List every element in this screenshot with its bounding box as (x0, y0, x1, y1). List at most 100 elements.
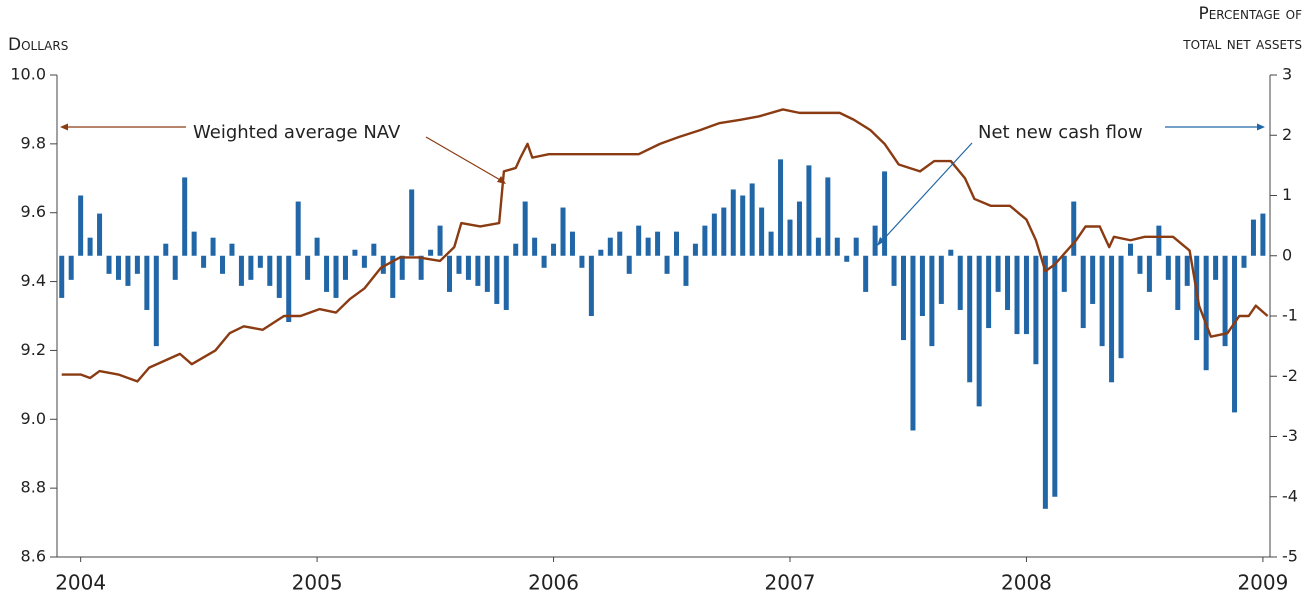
y-tick-label: 9.8 (21, 133, 46, 152)
bar (68, 255, 74, 280)
bar (1146, 255, 1152, 292)
y-tick-label: 9.4 (21, 271, 46, 290)
x-tick-label: 2005 (292, 571, 343, 595)
bar (484, 255, 490, 292)
bar (1005, 255, 1011, 310)
bar (163, 243, 169, 256)
bar (1033, 255, 1039, 365)
bar (626, 255, 632, 274)
y2-tick-label: 1 (1282, 185, 1292, 204)
bar (976, 255, 982, 407)
bar (1137, 255, 1143, 274)
bar (257, 255, 263, 268)
plot (59, 108, 1269, 509)
bar (796, 201, 802, 256)
bar (380, 255, 386, 274)
bar (267, 255, 273, 286)
y2-tick-label: -2 (1282, 366, 1298, 385)
arrowhead (1257, 123, 1265, 131)
bar (1061, 255, 1067, 292)
bar (1109, 255, 1115, 383)
bar (730, 189, 736, 256)
bar (286, 255, 292, 323)
bar (153, 255, 159, 347)
bar (229, 243, 235, 256)
bar (361, 255, 367, 268)
bar (863, 255, 869, 292)
bar (815, 237, 821, 256)
x-tick-label: 2006 (528, 571, 579, 595)
bar (1165, 255, 1171, 280)
nav-line (61, 108, 1269, 383)
bar (115, 255, 121, 280)
bar (806, 165, 812, 256)
bar (456, 255, 462, 274)
x-tick-label: 2007 (765, 571, 816, 595)
bar (59, 255, 65, 298)
bar (144, 255, 150, 310)
bar (522, 201, 528, 256)
bar (238, 255, 244, 286)
y2-tick-label: -3 (1282, 426, 1298, 445)
bar (995, 255, 1001, 292)
bar (967, 255, 973, 383)
bar (125, 255, 131, 286)
x-tick-label: 2004 (55, 571, 106, 595)
arrow (425, 136, 503, 182)
bar (371, 243, 377, 256)
bar (409, 189, 415, 256)
bar (97, 213, 103, 256)
bar (295, 201, 301, 256)
bar (834, 237, 840, 256)
bar (900, 255, 906, 341)
bar (541, 255, 547, 268)
bar (513, 243, 519, 256)
bar (248, 255, 254, 280)
bar (1042, 255, 1048, 509)
y-axis-label: Dollars (8, 35, 68, 55)
y-tick-label: 8.8 (21, 478, 46, 497)
y2-tick-label: 3 (1282, 65, 1292, 84)
bar (78, 195, 84, 256)
bar (598, 249, 604, 256)
x-tick-label: 2008 (1001, 571, 1052, 595)
bar (664, 255, 670, 274)
bar (1184, 255, 1190, 286)
bar (1014, 255, 1020, 335)
bar (683, 255, 689, 286)
bar (787, 219, 793, 256)
arrowhead (877, 237, 885, 246)
bar (853, 237, 859, 256)
bar (721, 207, 727, 256)
bar (749, 183, 755, 256)
bar (711, 213, 717, 256)
bar (1175, 255, 1181, 310)
bar (882, 171, 888, 256)
bar (191, 231, 197, 256)
bar (172, 255, 178, 280)
bar (617, 231, 623, 256)
bar (1241, 255, 1247, 268)
bar (759, 207, 765, 256)
bar (1071, 201, 1077, 256)
y2-tick-label: -1 (1282, 306, 1298, 325)
bar (1232, 255, 1238, 413)
bar (1222, 255, 1228, 347)
bar (87, 237, 93, 256)
bar (1023, 255, 1029, 335)
bar (1052, 255, 1058, 497)
bar (1213, 255, 1219, 280)
bar (333, 255, 339, 298)
y2-axis-label: Percentage of (1198, 4, 1302, 24)
bar (702, 225, 708, 256)
y2-tick-label: -5 (1282, 547, 1298, 566)
bar (588, 255, 594, 316)
bar (674, 231, 680, 256)
bar (938, 255, 944, 304)
bar (210, 237, 216, 256)
bar (1260, 213, 1266, 256)
bar (532, 237, 538, 256)
bar (957, 255, 963, 310)
annotation: Weighted average NAV (193, 122, 401, 143)
